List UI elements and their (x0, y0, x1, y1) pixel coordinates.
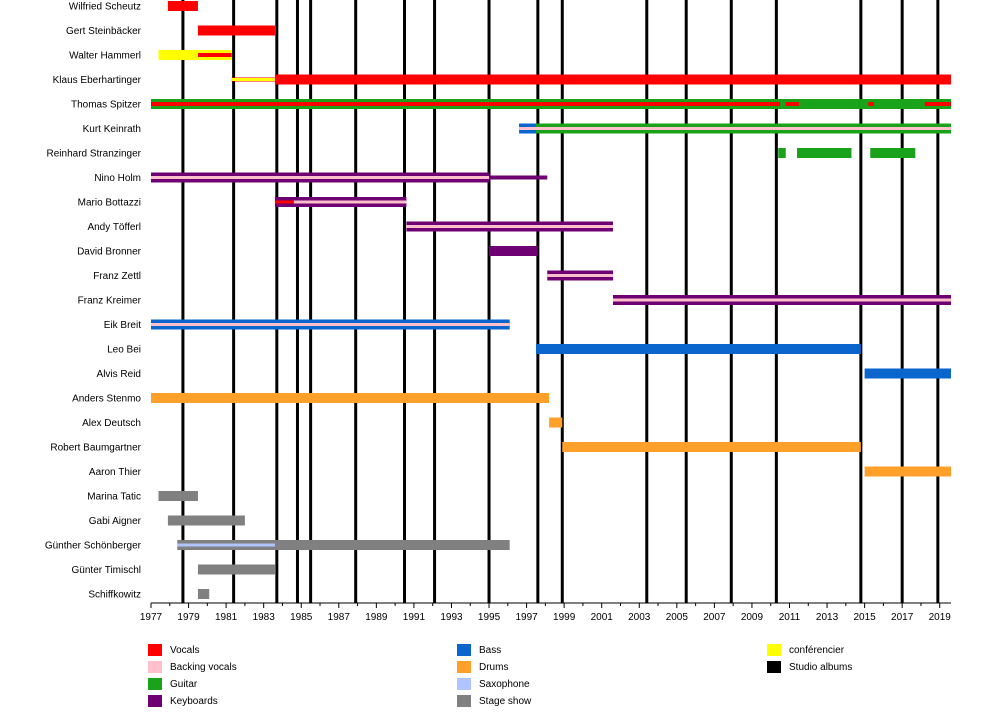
member-label: Schiffkowitz (88, 590, 141, 601)
member-label: Alvis Reid (97, 369, 141, 380)
member-bar (151, 176, 490, 179)
member-label: Franz Zettl (93, 271, 141, 282)
x-tick-label: 2001 (591, 612, 614, 623)
member-label: Wilfried Scheutz (69, 2, 141, 13)
member-label: David Bronner (77, 247, 142, 258)
member-label: Gabi Aigner (89, 516, 142, 527)
member-bar (868, 102, 875, 106)
member-bar (197, 589, 210, 599)
member-label: Anders Stenmo (72, 394, 141, 405)
member-bar (151, 102, 781, 106)
member-label: Eik Breit (104, 320, 141, 331)
x-tick-label: 1983 (253, 612, 276, 623)
x-tick-label: 2009 (741, 612, 764, 623)
x-tick-label: 1999 (553, 612, 576, 623)
member-bar (406, 225, 613, 228)
member-label: Nino Holm (94, 173, 141, 184)
member-label: Reinhard Stranzinger (47, 149, 142, 160)
member-bar (167, 1, 198, 11)
member-bar (562, 442, 861, 452)
member-bar (785, 102, 799, 106)
member-bar (864, 466, 951, 477)
x-tick-label: 1981 (215, 612, 238, 623)
member-bar (274, 200, 294, 204)
member-bar (151, 323, 510, 326)
member-bar (864, 368, 951, 379)
x-tick-label: 1989 (365, 612, 388, 623)
x-tick-label: 2005 (666, 612, 689, 623)
x-tick-label: 1997 (515, 612, 538, 623)
x-tick-label: 1993 (440, 612, 463, 623)
member-bar (778, 148, 786, 158)
member-bar (924, 102, 951, 106)
member-bar (158, 50, 232, 60)
member-bar (167, 515, 245, 526)
member-label: Alex Deutsch (82, 418, 141, 429)
x-tick-label: 2007 (703, 612, 726, 623)
x-tick-label: 2019 (929, 612, 952, 623)
member-labels: Wilfried Scheutz Gert Steinbäcker Walter H… (45, 2, 142, 601)
x-tick-label: 2003 (628, 612, 651, 623)
member-bar (197, 25, 275, 36)
x-tick-label: 1977 (140, 612, 163, 623)
member-bar (151, 393, 550, 403)
member-bar (177, 543, 275, 547)
member-label: Andy Töfferl (87, 222, 141, 233)
member-bar (612, 298, 951, 302)
member-bar (489, 246, 538, 256)
member-label: Walter Hammerl (69, 51, 141, 62)
member-bar (274, 74, 951, 85)
x-tick-label: 1985 (290, 612, 313, 623)
member-bar (535, 344, 861, 354)
member-bar (158, 491, 198, 501)
x-tick-label: 1991 (403, 612, 426, 623)
member-label: Aaron Thier (89, 467, 142, 478)
member-bar (519, 127, 951, 130)
member-bar (489, 175, 548, 180)
member-bar (197, 53, 232, 57)
member-label: Robert Baumgartner (50, 443, 141, 454)
member-bar (177, 540, 510, 550)
member-bar (231, 78, 275, 81)
member-label: Klaus Eberhartinger (53, 75, 142, 86)
x-tick-label: 1987 (328, 612, 351, 623)
member-bar (197, 564, 275, 575)
member-bars (151, 1, 951, 599)
x-tick-label: 2011 (779, 612, 801, 623)
member-label: Kurt Keinrath (83, 124, 141, 135)
member-bar (797, 148, 852, 158)
member-label: Mario Bottazzi (78, 198, 141, 209)
member-label: Franz Kreimer (78, 296, 142, 307)
x-tick-label: 1995 (478, 612, 501, 623)
member-label: Günter Timischl (72, 565, 141, 576)
member-bar (293, 200, 407, 204)
x-tick-label: 2017 (891, 612, 914, 623)
member-bar (870, 148, 916, 158)
member-label: Marina Tatic (87, 492, 141, 503)
member-label: Gert Steinbäcker (66, 26, 142, 37)
x-axis: 1977 1979 1981 1983 1985 1987 1989 1991 1993 1995… (140, 602, 952, 623)
x-tick-label: 2013 (816, 612, 839, 623)
member-bar (547, 274, 613, 277)
member-label: Günther Schönberger (45, 541, 142, 552)
member-label: Leo Bei (107, 345, 141, 356)
member-bar (549, 417, 563, 428)
x-tick-label: 2015 (853, 612, 876, 623)
x-tick-label: 1979 (177, 612, 200, 623)
member-label: Thomas Spitzer (71, 100, 142, 111)
